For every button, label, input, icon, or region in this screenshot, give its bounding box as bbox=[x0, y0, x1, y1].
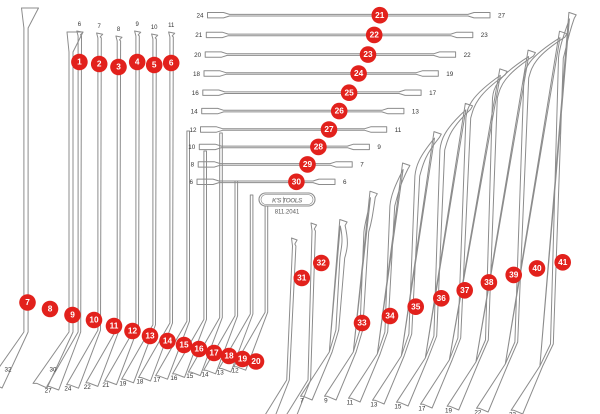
svg-text:6: 6 bbox=[343, 179, 347, 186]
svg-text:10: 10 bbox=[188, 144, 196, 151]
svg-text:22: 22 bbox=[474, 409, 482, 414]
svg-text:10: 10 bbox=[151, 25, 158, 31]
svg-text:22: 22 bbox=[84, 384, 92, 391]
svg-text:31: 31 bbox=[297, 273, 307, 283]
svg-text:16: 16 bbox=[194, 344, 204, 354]
svg-text:12: 12 bbox=[232, 368, 240, 375]
svg-text:15: 15 bbox=[394, 403, 402, 410]
svg-text:41: 41 bbox=[558, 257, 568, 267]
svg-text:13: 13 bbox=[412, 108, 420, 115]
svg-text:11: 11 bbox=[395, 127, 402, 134]
svg-text:5: 5 bbox=[152, 60, 157, 70]
svg-text:19: 19 bbox=[446, 71, 454, 78]
svg-text:3: 3 bbox=[116, 62, 121, 72]
svg-text:21: 21 bbox=[195, 32, 203, 39]
svg-text:2: 2 bbox=[97, 59, 102, 69]
svg-text:18: 18 bbox=[224, 351, 234, 361]
svg-text:24: 24 bbox=[196, 13, 204, 20]
svg-text:29: 29 bbox=[303, 159, 313, 169]
svg-text:7: 7 bbox=[98, 24, 102, 30]
svg-text:19: 19 bbox=[445, 407, 453, 414]
svg-text:13: 13 bbox=[145, 331, 155, 341]
svg-text:30: 30 bbox=[292, 176, 302, 186]
svg-text:27: 27 bbox=[324, 124, 334, 134]
svg-text:9: 9 bbox=[324, 397, 328, 404]
svg-text:32: 32 bbox=[317, 258, 327, 268]
svg-text:18: 18 bbox=[193, 71, 201, 78]
svg-text:4: 4 bbox=[135, 57, 140, 67]
svg-text:25: 25 bbox=[344, 87, 354, 97]
svg-text:6: 6 bbox=[189, 179, 193, 186]
svg-text:17: 17 bbox=[153, 377, 161, 384]
svg-text:11: 11 bbox=[168, 23, 175, 29]
svg-text:26: 26 bbox=[335, 106, 345, 116]
svg-text:23: 23 bbox=[481, 32, 489, 39]
svg-text:40: 40 bbox=[532, 263, 542, 273]
svg-text:20: 20 bbox=[251, 356, 261, 366]
svg-text:7: 7 bbox=[25, 297, 30, 307]
svg-text:11: 11 bbox=[347, 399, 354, 406]
svg-text:39: 39 bbox=[509, 270, 519, 280]
svg-text:9: 9 bbox=[377, 144, 381, 151]
svg-text:32: 32 bbox=[4, 367, 12, 374]
svg-text:34: 34 bbox=[385, 311, 395, 321]
svg-text:36: 36 bbox=[437, 293, 447, 303]
svg-text:9: 9 bbox=[70, 310, 75, 320]
svg-text:23: 23 bbox=[363, 49, 373, 59]
svg-text:10: 10 bbox=[89, 315, 99, 325]
svg-text:16: 16 bbox=[170, 375, 178, 382]
svg-text:9: 9 bbox=[136, 22, 140, 28]
svg-text:14: 14 bbox=[201, 371, 209, 378]
svg-text:11: 11 bbox=[110, 321, 119, 331]
svg-text:12: 12 bbox=[189, 127, 197, 134]
svg-text:37: 37 bbox=[460, 285, 470, 295]
svg-text:15: 15 bbox=[186, 373, 194, 380]
svg-text:35: 35 bbox=[411, 301, 421, 311]
svg-text:16: 16 bbox=[192, 90, 200, 97]
svg-text:33: 33 bbox=[357, 318, 367, 328]
svg-text:811.2041: 811.2041 bbox=[275, 210, 300, 216]
svg-text:27: 27 bbox=[498, 13, 506, 20]
svg-text:24: 24 bbox=[354, 68, 364, 78]
svg-text:20: 20 bbox=[194, 52, 202, 59]
svg-text:1: 1 bbox=[77, 57, 82, 67]
svg-text:19: 19 bbox=[119, 380, 127, 387]
svg-text:6: 6 bbox=[78, 22, 82, 28]
svg-text:8: 8 bbox=[117, 27, 121, 33]
svg-text:14: 14 bbox=[191, 108, 199, 115]
svg-text:8: 8 bbox=[48, 304, 53, 314]
svg-text:12: 12 bbox=[128, 326, 138, 336]
svg-text:22: 22 bbox=[370, 30, 380, 40]
svg-text:17: 17 bbox=[429, 90, 437, 97]
svg-text:K'S TOOLS: K'S TOOLS bbox=[272, 197, 303, 204]
svg-text:7: 7 bbox=[300, 397, 304, 404]
svg-text:6: 6 bbox=[169, 58, 174, 68]
svg-text:22: 22 bbox=[464, 52, 472, 59]
svg-text:15: 15 bbox=[179, 340, 189, 350]
svg-text:21: 21 bbox=[375, 10, 385, 20]
svg-text:13: 13 bbox=[217, 370, 225, 377]
svg-text:19: 19 bbox=[238, 354, 248, 364]
svg-text:18: 18 bbox=[136, 379, 144, 386]
svg-text:8: 8 bbox=[191, 162, 195, 169]
svg-text:38: 38 bbox=[484, 277, 494, 287]
svg-text:30: 30 bbox=[49, 367, 57, 374]
svg-text:17: 17 bbox=[209, 348, 219, 358]
svg-text:17: 17 bbox=[418, 405, 426, 412]
svg-text:14: 14 bbox=[163, 336, 173, 346]
svg-text:7: 7 bbox=[360, 162, 364, 169]
svg-text:27: 27 bbox=[45, 388, 53, 395]
svg-text:13: 13 bbox=[370, 401, 378, 408]
svg-text:21: 21 bbox=[102, 382, 110, 389]
svg-text:24: 24 bbox=[64, 386, 72, 393]
svg-text:28: 28 bbox=[314, 142, 324, 152]
